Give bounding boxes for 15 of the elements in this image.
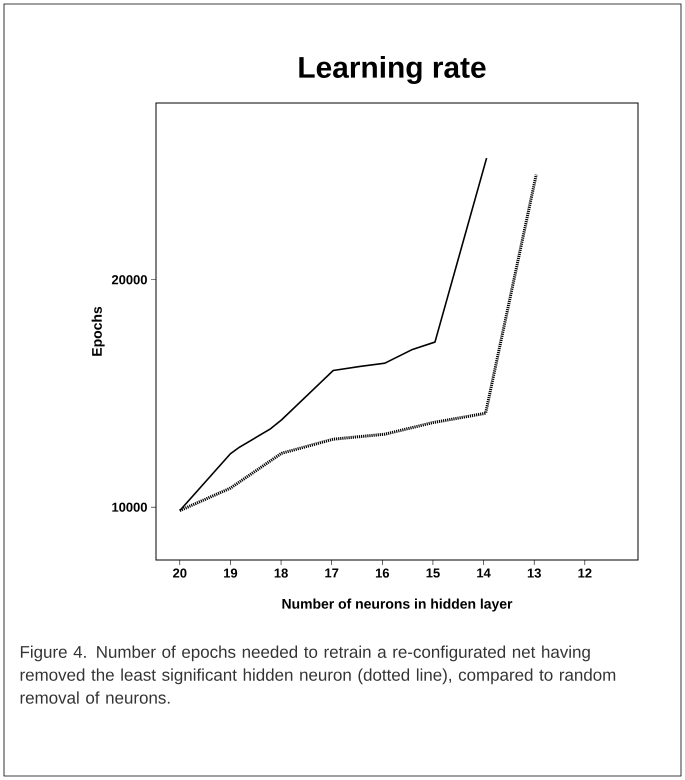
x-tick-label: 12	[578, 568, 592, 578]
x-tick-label: 17	[325, 568, 338, 578]
chart-title: Learning rate	[299, 56, 486, 84]
y-tick-label: 10000	[112, 502, 147, 512]
x-tick-label: 18	[274, 568, 288, 578]
y-tick-label: 20000	[112, 275, 147, 284]
x-tick-label: 20	[173, 568, 186, 578]
x-tick-label: 14	[477, 568, 491, 578]
x-tick-label: 16	[376, 568, 390, 578]
x-tick-label: 15	[426, 568, 440, 578]
x-tick-label: 13	[528, 568, 541, 578]
x-tick-label: 19	[224, 568, 238, 578]
caption: Figure 4. Number of epochs needed to retrain a re-configurated net having removed the least significant hidden neuron (dotted line), compared to random removal of neurons.	[20, 646, 616, 704]
y-axis-title: Epochs	[92, 306, 105, 356]
x-axis-title: Number of neurons in hidden layer	[282, 598, 512, 612]
